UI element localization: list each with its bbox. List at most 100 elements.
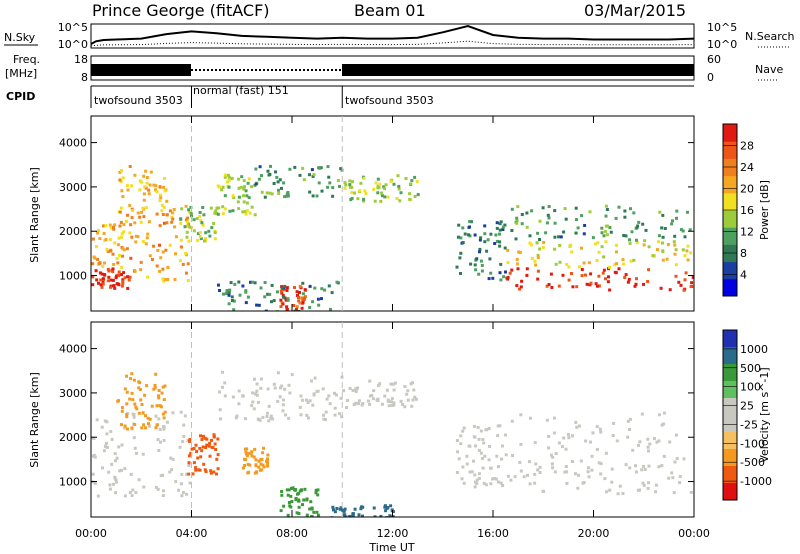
heatmap-cell	[282, 288, 286, 291]
heatmap-cell	[343, 186, 347, 190]
heatmap-cell	[155, 190, 159, 194]
heatmap-cell	[285, 194, 288, 198]
heatmap-cell	[681, 229, 685, 233]
heatmap-cell	[185, 492, 189, 496]
heatmap-cell	[184, 252, 188, 255]
heatmap-cell	[188, 225, 192, 229]
heatmap-cell	[120, 423, 123, 427]
heatmap-cell	[212, 435, 216, 439]
heatmap-cell	[230, 299, 234, 302]
heatmap-cell	[673, 234, 677, 238]
heatmap-cell	[646, 486, 650, 490]
heatmap-cell	[474, 444, 477, 448]
heatmap-cell	[255, 382, 259, 386]
heatmap-cell	[544, 231, 548, 235]
heatmap-cell	[184, 204, 188, 208]
heatmap-cell	[376, 191, 380, 195]
heatmap-cell	[690, 281, 694, 285]
heatmap-cell	[411, 381, 414, 385]
heatmap-cell	[225, 289, 229, 292]
heatmap-cell	[159, 405, 163, 409]
frequency-band-segment-3	[342, 64, 694, 76]
heatmap-cell	[195, 217, 199, 220]
heatmap-cell	[188, 439, 191, 443]
heatmap-cell	[575, 285, 579, 289]
velocity-colorbar-swatch	[723, 347, 737, 365]
heatmap-cell	[476, 426, 480, 429]
heatmap-cell	[499, 262, 503, 266]
heatmap-cell	[312, 392, 316, 396]
heatmap-cell	[501, 484, 505, 488]
heatmap-cell	[140, 180, 144, 184]
heatmap-cell	[289, 487, 293, 490]
heatmap-cell	[656, 248, 659, 252]
heatmap-cell	[312, 173, 316, 177]
heatmap-cell	[127, 278, 131, 282]
heatmap-cell	[196, 232, 200, 236]
power-colorbar-swatch	[723, 210, 737, 228]
heatmap-cell	[634, 464, 637, 468]
heatmap-cell	[259, 462, 263, 466]
heatmap-cell	[608, 488, 612, 492]
heatmap-cell	[557, 235, 561, 239]
heatmap-cell	[562, 230, 566, 234]
heatmap-cell	[162, 427, 166, 431]
heatmap-cell	[122, 248, 126, 252]
heatmap-cell	[623, 276, 627, 279]
heatmap-cell	[130, 391, 134, 395]
heatmap-cell	[244, 452, 248, 456]
heatmap-cell	[688, 228, 692, 232]
heatmap-cell	[635, 277, 638, 281]
heatmap-cell	[462, 481, 466, 485]
heatmap-cell	[268, 191, 272, 195]
heatmap-cell	[131, 488, 135, 492]
heatmap-cell	[487, 458, 491, 462]
heatmap-cell	[462, 426, 466, 430]
heatmap-cell	[511, 454, 514, 457]
heatmap-cell	[635, 226, 639, 230]
heatmap-cell	[510, 207, 514, 211]
heatmap-cell	[385, 388, 389, 392]
heatmap-cell	[254, 458, 258, 462]
heatmap-cell	[632, 211, 636, 215]
heatmap-cell	[91, 283, 95, 287]
heatmap-cell	[240, 175, 244, 179]
heatmap-cell	[208, 234, 212, 238]
heatmap-cell	[162, 279, 166, 283]
heatmap-cell	[243, 464, 246, 467]
heatmap-cell	[408, 197, 412, 201]
heatmap-cell	[486, 238, 490, 242]
heatmap-cell	[682, 288, 686, 292]
heatmap-cell	[215, 212, 219, 215]
heatmap-cell	[658, 210, 662, 214]
heatmap-cell	[155, 264, 159, 268]
heatmap-cell	[301, 503, 304, 507]
heatmap-cell	[151, 258, 154, 261]
heatmap-cell	[387, 404, 391, 408]
heatmap-cell	[480, 457, 484, 461]
freq-label-line2: [MHz]	[5, 67, 37, 80]
power-panel-background	[91, 116, 694, 311]
heatmap-cell	[290, 373, 294, 377]
heatmap-cell	[135, 451, 138, 455]
heatmap-cell	[380, 402, 384, 406]
heatmap-cell	[272, 182, 276, 185]
heatmap-cell	[536, 253, 540, 257]
heatmap-cell	[99, 278, 103, 282]
heatmap-cell	[411, 398, 415, 402]
heatmap-cell	[130, 184, 134, 188]
heatmap-cell	[223, 175, 227, 179]
heatmap-cell	[213, 231, 217, 235]
heatmap-cell	[121, 282, 125, 285]
heatmap-cell	[241, 210, 245, 214]
heatmap-cell	[660, 464, 664, 468]
heatmap-cell	[157, 449, 161, 452]
heatmap-cell	[223, 173, 227, 177]
heatmap-cell	[120, 273, 123, 277]
heatmap-cell	[340, 415, 344, 419]
heatmap-cell	[399, 399, 403, 403]
heatmap-cell	[152, 183, 156, 187]
heatmap-cell	[276, 399, 280, 403]
heatmap-cell	[179, 410, 183, 414]
heatmap-cell	[565, 262, 569, 266]
